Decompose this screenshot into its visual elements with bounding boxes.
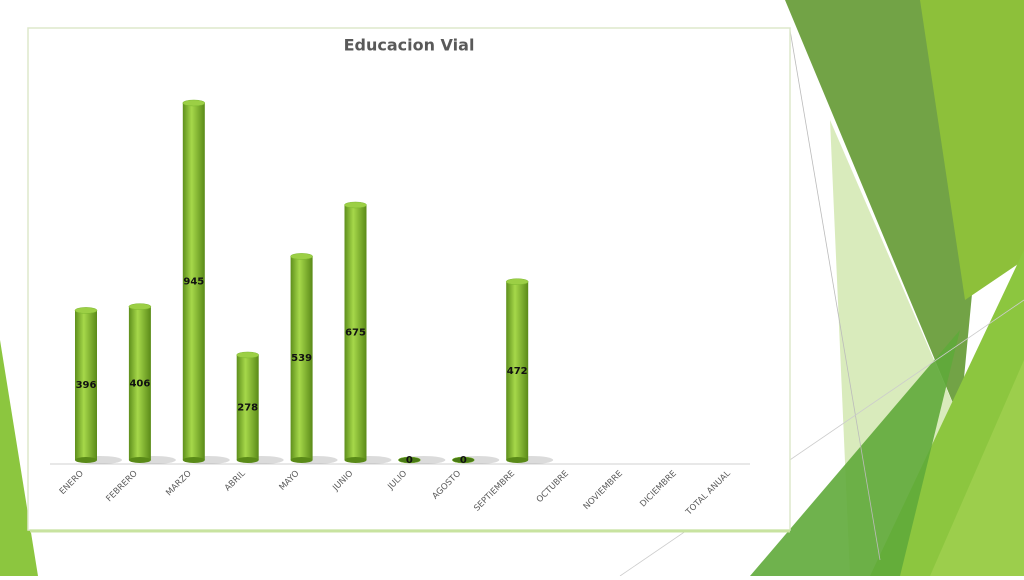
bar-top (344, 201, 367, 209)
data-label: 278 (237, 402, 258, 413)
bar (128, 306, 151, 460)
bar-base (344, 457, 367, 463)
bar (290, 256, 313, 460)
data-label: 0 (406, 455, 413, 466)
bar-base (75, 457, 97, 463)
bar-base (506, 457, 529, 463)
bar-top (505, 278, 529, 285)
data-label: 396 (76, 380, 97, 391)
bar-top (74, 307, 98, 314)
bar-top (182, 99, 206, 107)
data-label: 675 (345, 328, 366, 339)
data-label: 539 (291, 353, 312, 364)
bar (506, 281, 529, 460)
bar-base (128, 457, 151, 463)
bar-base (236, 457, 259, 463)
bar-top (398, 456, 421, 464)
bar-top (128, 303, 152, 310)
data-label: 945 (183, 277, 204, 288)
bar (236, 354, 259, 460)
bar (75, 310, 97, 460)
chart-title: Educacion Vial (344, 36, 475, 55)
chart-frame (27, 27, 791, 531)
bar (182, 103, 205, 460)
bar-top (290, 253, 313, 260)
bar-top (452, 456, 475, 464)
bar-top (236, 351, 259, 359)
data-label: 406 (129, 378, 150, 389)
bar-base (182, 457, 205, 463)
bar (344, 205, 367, 460)
data-label: 0 (460, 455, 467, 466)
bar-base (290, 457, 313, 463)
data-label: 472 (507, 366, 528, 377)
